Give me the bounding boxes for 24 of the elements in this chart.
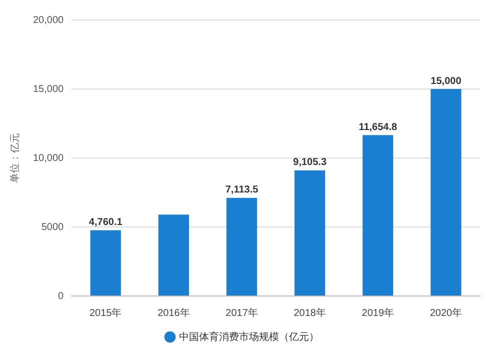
y-tick-label: 15,000 xyxy=(32,84,64,95)
y-axis-title: 单位：亿元 xyxy=(8,133,21,183)
bar xyxy=(362,135,394,296)
bar xyxy=(158,214,190,296)
x-tick-label: 2020年 xyxy=(430,306,462,319)
data-label: 9,105.3 xyxy=(293,157,327,168)
data-label: 15,000 xyxy=(430,76,462,87)
x-tick-label: 2015年 xyxy=(89,306,122,319)
y-tick-label: 20,000 xyxy=(32,14,64,26)
bar xyxy=(294,170,326,296)
bar xyxy=(226,198,258,296)
y-tick-label: 5000 xyxy=(41,222,64,233)
x-tick-label: 2018年 xyxy=(294,306,326,319)
data-label: 7,113.5 xyxy=(225,184,259,196)
bar xyxy=(90,230,121,296)
x-tick-label: 2019年 xyxy=(362,306,394,319)
data-label: 4,760.1 xyxy=(88,217,123,228)
x-tick-label: 2017年 xyxy=(226,306,258,319)
data-label: 11,654.8 xyxy=(358,122,398,133)
y-tick-label: 0 xyxy=(58,290,64,302)
legend-label: 中国体育消费市场规模（亿元） xyxy=(179,330,319,343)
x-tick-label: 2016年 xyxy=(158,306,190,319)
y-tick-label: 10,000 xyxy=(32,152,64,164)
bar xyxy=(430,89,462,296)
